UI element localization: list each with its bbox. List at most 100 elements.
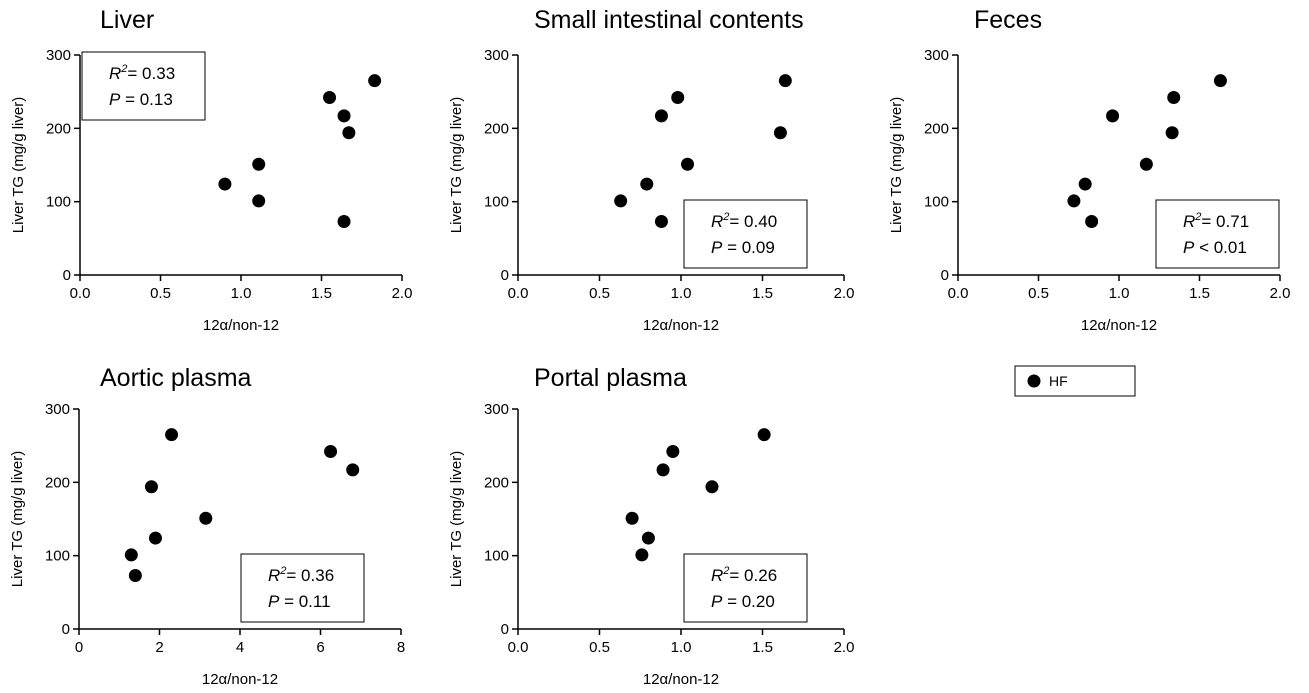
y-tick-label: 0 xyxy=(941,267,949,284)
data-point xyxy=(346,463,360,477)
data-point xyxy=(635,548,649,562)
x-tick-label: 1.5 xyxy=(752,285,773,302)
x-axis-label: 12α/non-12 xyxy=(202,671,278,688)
y-tick-label: 200 xyxy=(46,120,71,137)
data-point xyxy=(614,194,628,208)
data-point xyxy=(773,126,787,140)
stats-box xyxy=(240,553,365,623)
x-tick-label: 2 xyxy=(155,639,163,656)
x-tick-label: 2.0 xyxy=(834,285,855,302)
x-tick-label: 2.0 xyxy=(834,639,855,656)
data-point xyxy=(705,480,719,494)
x-tick-label: 0.0 xyxy=(948,285,969,302)
r-squared-text: R2= 0.33 xyxy=(109,63,175,83)
data-point xyxy=(656,463,670,477)
y-tick-label: 100 xyxy=(46,194,71,211)
data-point xyxy=(144,480,158,494)
y-tick-label: 100 xyxy=(484,194,509,211)
data-point xyxy=(640,177,654,191)
r-squared-text: R2= 0.71 xyxy=(1183,211,1249,231)
p-value-text: P = 0.11 xyxy=(268,592,331,611)
data-point xyxy=(218,177,232,191)
x-tick-label: 0.5 xyxy=(150,285,171,302)
y-tick-label: 100 xyxy=(484,548,509,565)
p-value-text: P = 0.09 xyxy=(711,238,775,257)
data-point xyxy=(641,531,655,545)
x-tick-label: 0 xyxy=(75,639,83,656)
y-tick-label: 300 xyxy=(924,47,949,64)
data-point xyxy=(337,109,351,123)
panel-title: Aortic plasma xyxy=(100,364,252,392)
x-tick-label: 0.5 xyxy=(589,285,610,302)
x-axis-label: 12α/non-12 xyxy=(643,317,719,334)
p-value-text: P = 0.13 xyxy=(109,90,173,109)
stats-box xyxy=(683,553,808,623)
data-point xyxy=(1067,194,1081,208)
legend-label-hf: HF xyxy=(1049,373,1068,389)
x-axis-label: 12α/non-12 xyxy=(643,671,719,688)
y-tick-label: 200 xyxy=(484,120,509,137)
legend-marker-hf xyxy=(1027,374,1041,388)
data-point xyxy=(1213,74,1227,88)
y-axis-label: Liver TG (mg/g liver) xyxy=(448,451,465,587)
x-tick-label: 0.5 xyxy=(1028,285,1049,302)
x-tick-label: 1.0 xyxy=(671,639,692,656)
data-point xyxy=(165,428,179,442)
data-point xyxy=(1139,157,1153,171)
data-point xyxy=(1167,91,1181,105)
y-tick-label: 100 xyxy=(45,548,70,565)
x-axis-label: 12α/non-12 xyxy=(203,317,279,334)
x-tick-label: 2.0 xyxy=(392,285,413,302)
y-tick-label: 0 xyxy=(63,267,71,284)
x-tick-label: 1.0 xyxy=(1109,285,1130,302)
y-tick-label: 200 xyxy=(45,474,70,491)
data-point xyxy=(757,428,771,442)
x-axis-label: 12α/non-12 xyxy=(1081,317,1157,334)
data-point xyxy=(324,445,338,459)
legend: HF xyxy=(1014,365,1136,397)
r-squared-text: R2= 0.36 xyxy=(268,565,334,585)
r-squared-text: R2= 0.26 xyxy=(711,565,777,585)
data-point xyxy=(337,214,351,228)
scatter-panel-1: Liver 0 100 200 300 0.0 0.5 1.0 1.5 2.0 12α/non-12… xyxy=(10,6,412,334)
data-point xyxy=(199,511,213,525)
y-tick-label: 300 xyxy=(46,47,71,64)
data-point xyxy=(124,548,138,562)
data-point xyxy=(342,126,356,140)
p-value-text: P = 0.20 xyxy=(711,592,775,611)
data-point xyxy=(148,531,162,545)
data-point xyxy=(1165,126,1179,140)
data-point xyxy=(1106,109,1120,123)
scatter-panel-2: Small intestinal contents 0 100 200 300 0.0 0.… xyxy=(448,6,854,334)
panel-title: Portal plasma xyxy=(534,364,687,392)
data-point xyxy=(666,445,680,459)
y-axis-label: Liver TG (mg/g liver) xyxy=(888,97,905,233)
y-tick-label: 300 xyxy=(45,401,70,418)
data-point xyxy=(252,157,266,171)
stats-box xyxy=(683,199,808,269)
y-tick-label: 0 xyxy=(501,267,509,284)
data-point xyxy=(368,74,382,88)
data-point xyxy=(128,568,142,582)
y-tick-label: 300 xyxy=(484,47,509,64)
x-tick-label: 0.0 xyxy=(508,285,529,302)
data-point xyxy=(778,74,792,88)
scatter-panel-5: Portal plasma 0 100 200 300 0.0 0.5 1.0 1.5 2.0 12… xyxy=(448,364,854,688)
data-point xyxy=(654,109,668,123)
y-axis-label: Liver TG (mg/g liver) xyxy=(9,451,26,587)
data-point xyxy=(252,194,266,208)
x-tick-label: 1.0 xyxy=(671,285,692,302)
x-tick-label: 6 xyxy=(316,639,324,656)
data-point xyxy=(671,91,685,105)
x-tick-label: 0.0 xyxy=(508,639,529,656)
scatter-panel-4: Aortic plasma 0 100 200 300 0 2 4 6 8 12α/non-12 Li… xyxy=(9,364,405,688)
x-tick-label: 0.5 xyxy=(589,639,610,656)
y-tick-label: 100 xyxy=(924,194,949,211)
y-axis-label: Liver TG (mg/g liver) xyxy=(10,97,27,233)
stats-box xyxy=(1155,199,1280,269)
x-tick-label: 2.0 xyxy=(1270,285,1291,302)
panel-title: Small intestinal contents xyxy=(534,6,804,34)
y-tick-label: 0 xyxy=(62,621,70,638)
